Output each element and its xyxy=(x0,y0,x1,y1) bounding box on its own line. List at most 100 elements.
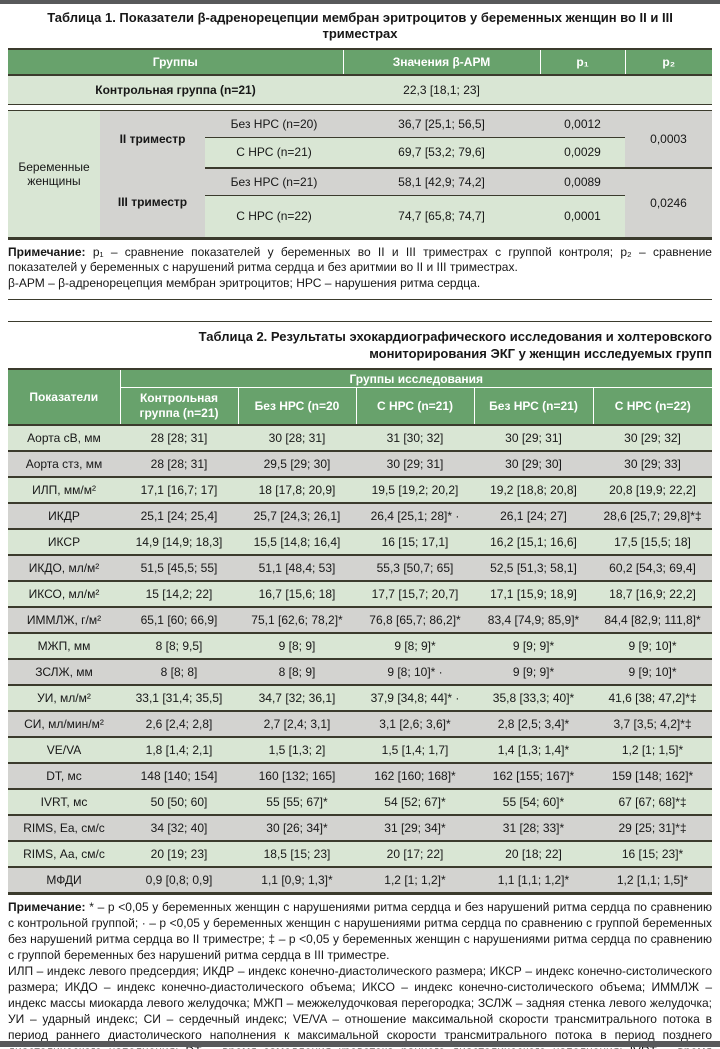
t2-cell: 1,8 [1,4; 2,1] xyxy=(120,737,238,765)
t2-cell: 30 [28; 31] xyxy=(238,425,356,453)
t2-cell: 28 [28; 31] xyxy=(120,425,238,453)
t1-cell-p1: 0,0029 xyxy=(540,137,626,169)
t2-row: ИКДО, мл/м² 51,5 [45,5; 55] 51,1 [48,4; 53… xyxy=(8,555,713,583)
t2-cell: 35,8 [33,3; 40]* xyxy=(474,685,593,713)
t2-subheader-control: Контрольная группа (n=21) xyxy=(119,387,238,427)
section-divider-rule xyxy=(8,300,712,323)
t2-header-pokazateli: Показатели xyxy=(8,369,120,427)
t2-row: СИ, мл/мин/м² 2,6 [2,4; 2,8] 2,7 [2,4; 3,1… xyxy=(8,711,713,739)
t2-cell: 76,8 [65,7; 86,2]* xyxy=(356,607,474,635)
t2-cell: 15,5 [14,8; 16,4] xyxy=(238,529,356,557)
t2-cell: 19,5 [19,2; 20,2] xyxy=(356,477,474,505)
t1-cell-p1: 0,0089 xyxy=(540,167,626,196)
t2-cell: 54 [52; 67]* xyxy=(356,789,474,817)
table2-title: Таблица 2. Результаты эхокардиографическ… xyxy=(8,329,712,363)
t2-row: ИММЛЖ, г/м² 65,1 [60; 66,9] 75,1 [62,6; 78… xyxy=(8,607,713,635)
t2-cell: 29,5 [29; 30] xyxy=(238,451,356,479)
t2-row: МЖП, мм 8 [8; 9,5] 9 [8; 9] 9 [8; 9]* 9 [9; … xyxy=(8,633,713,661)
t1-cell-group: С НРС (n=21) xyxy=(205,137,344,169)
t2-cell: 8 [8; 9] xyxy=(238,659,356,687)
t2-row: ЗСЛЖ, мм 8 [8; 8] 8 [8; 9] 9 [8; 10]* · 9 [9… xyxy=(8,659,713,687)
t2-cell: 9 [9; 10]* xyxy=(593,659,713,687)
t2-cell: 31 [30; 32] xyxy=(356,425,474,453)
t1-trimester3-cell: III триместр xyxy=(100,167,205,238)
t2-cell: 52,5 [51,3; 58,1] xyxy=(474,555,593,583)
t2-cell: 30 [29; 32] xyxy=(593,425,713,453)
t2-note-significance: Примечание: * – p <0,05 у беременных жен… xyxy=(8,900,712,964)
t2-header-row2: Контрольная группа (n=21) Без НРС (n=20 … xyxy=(8,387,713,427)
t2-row: Аорта сВ, мм 28 [28; 31] 30 [28; 31] 31 [30… xyxy=(8,425,713,453)
t2-cell: 2,6 [2,4; 2,8] xyxy=(120,711,238,739)
t2-cell: 18,7 [16,9; 22,2] xyxy=(593,581,713,609)
t2-cell: 1,2 [1; 1,5]* xyxy=(593,737,713,765)
t2-row-label: DT, мс xyxy=(8,763,120,791)
t2-cell: 28,6 [25,7; 29,8]*‡ xyxy=(593,503,713,531)
t2-cell: 18 [17,8; 20,9] xyxy=(238,477,356,505)
t2-cell: 0,9 [0,8; 0,9] xyxy=(120,867,238,894)
table2-note: Примечание: * – p <0,05 у беременных жен… xyxy=(8,895,712,1049)
table1-header: Группы Значения β-АРМ p₁ p₂ xyxy=(8,48,713,76)
t1-control-row: Контрольная группа (n=21) 22,3 [18,1; 23… xyxy=(8,74,713,105)
t1-cell-value: 58,1 [42,9; 74,2] xyxy=(343,167,541,196)
t2-cell: 8 [8; 9,5] xyxy=(120,633,238,661)
t2-row: VE/VA 1,8 [1,4; 2,1] 1,5 [1,3; 2] 1,5 [1,4;… xyxy=(8,737,713,765)
t2-cell: 9 [8; 10]* · xyxy=(356,659,474,687)
t2-row-label: СИ, мл/мин/м² xyxy=(8,711,120,739)
t2-cell: 41,6 [38; 47,2]*‡ xyxy=(593,685,713,713)
t2-cell: 1,5 [1,3; 2] xyxy=(238,737,356,765)
t2-row: ИКСО, мл/м² 15 [14,2; 22] 16,7 [15,6; 18] 1… xyxy=(8,581,713,609)
t2-cell: 20 [17; 22] xyxy=(356,841,474,869)
t2-cell: 159 [148; 162]* xyxy=(593,763,713,791)
t2-cell: 75,1 [62,6; 78,2]* xyxy=(238,607,356,635)
t2-row-label: ИКСР xyxy=(8,529,120,557)
t2-cell: 30 [29; 30] xyxy=(474,451,593,479)
t2-cell: 25,7 [24,3; 26,1] xyxy=(238,503,356,531)
t1-row-trim3-without: III триместр Без НРС (n=21) 58,1 [42,9; … xyxy=(8,167,713,238)
t1-control-p1-empty xyxy=(540,74,626,105)
t2-row: МФДИ 0,9 [0,8; 0,9] 1,1 [0,9; 1,3]* 1,2 [1;… xyxy=(8,867,713,894)
t2-cell: 20,8 [19,9; 22,2] xyxy=(593,477,713,505)
t1-header-p1: p₁ xyxy=(539,48,626,76)
t2-row-label: ИЛП, мм/м² xyxy=(8,477,120,505)
t1-trimester3-p2-cell: 0,0246 xyxy=(625,167,713,238)
t2-subheader-no-nrs-3: Без НРС (n=21) xyxy=(473,387,593,427)
t2-row-label: МФДИ xyxy=(8,867,120,894)
t2-cell: 16,2 [15,1; 16,6] xyxy=(474,529,593,557)
table1-header-row: Группы Значения β-АРМ p₁ p₂ xyxy=(8,48,713,76)
t1-spacer-cell xyxy=(8,104,713,110)
t2-subheader-nrs-2: С НРС (n=21) xyxy=(355,387,474,427)
t2-cell: 28 [28; 31] xyxy=(120,451,238,479)
t2-cell: 16 [15; 23]* xyxy=(593,841,713,869)
t1-cell-group: С НРС (n=22) xyxy=(205,195,344,238)
t2-cell: 26,4 [25,1; 28]* · xyxy=(356,503,474,531)
t2-cell: 1,1 [0,9; 1,3]* xyxy=(238,867,356,894)
t2-cell: 17,1 [15,9; 18,9] xyxy=(474,581,593,609)
t2-subheader-nrs-3: С НРС (n=22) xyxy=(592,387,713,427)
t2-header-row1: Показатели Группы исследования xyxy=(8,369,713,427)
t2-cell: 31 [28; 33]* xyxy=(474,815,593,843)
t2-note-abbreviations: ИЛП – индекс левого предсердия; ИКДР – и… xyxy=(8,963,712,1049)
t2-cell: 29 [25; 31]*‡ xyxy=(593,815,713,843)
t2-row-label: RIMS, Аа, см/с xyxy=(8,841,120,869)
t1-cell-group: Без НРС (n=20) xyxy=(205,109,344,138)
t2-row-label: ЗСЛЖ, мм xyxy=(8,659,120,687)
t2-subheader-no-nrs-2: Без НРС (n=20 xyxy=(237,387,356,427)
t2-cell: 51,1 [48,4; 53] xyxy=(238,555,356,583)
t2-cell: 1,5 [1,4; 1,7] xyxy=(356,737,474,765)
t2-cell: 17,1 [16,7; 17] xyxy=(120,477,238,505)
t2-cell: 1,4 [1,3; 1,4]* xyxy=(474,737,593,765)
content-area: Таблица 1. Показатели β-адренорецепции м… xyxy=(0,10,720,1049)
t1-cell-value: 74,7 [65,8; 74,7] xyxy=(343,195,541,238)
t2-cell: 65,1 [60; 66,9] xyxy=(120,607,238,635)
t1-header-values: Значения β-АРМ xyxy=(342,48,541,76)
t2-cell: 30 [26; 34]* xyxy=(238,815,356,843)
t2-cell: 67 [67; 68]*‡ xyxy=(593,789,713,817)
t2-row-label: IVRT, мс xyxy=(8,789,120,817)
t2-cell: 30 [29; 31] xyxy=(356,451,474,479)
t2-cell: 8 [8; 8] xyxy=(120,659,238,687)
table1-body: Контрольная группа (n=21) 22,3 [18,1; 23… xyxy=(8,74,713,238)
t1-trimester2-cell: II триместр xyxy=(100,109,205,168)
t2-cell: 33,1 [31,4; 35,5] xyxy=(120,685,238,713)
t2-cell: 162 [160; 168]* xyxy=(356,763,474,791)
